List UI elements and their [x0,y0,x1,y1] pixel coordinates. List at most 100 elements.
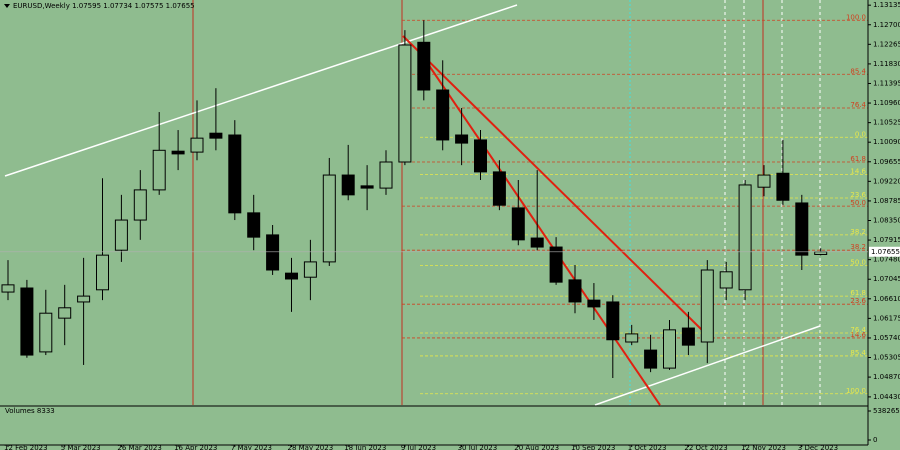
candle-body [663,329,676,369]
candle-body [492,171,506,206]
fib-label: 23.6 [850,191,866,199]
candle-body [795,202,809,256]
candle-body [247,212,261,238]
candle-body [1,284,15,293]
x-tick-label: 26 Mar 2023 [117,444,161,450]
fib-label: 76.4 [850,326,866,334]
y-tick-label: 1.12265 [873,40,900,48]
fib-label: 61.8 [850,155,866,163]
x-tick-label: 3 Dec 2023 [798,444,838,450]
ohlc-open: 1.07595 [72,2,101,10]
candle-body [681,327,695,346]
candle-body [474,139,487,173]
candle-body [549,246,563,283]
candle-body [190,137,204,153]
candle-body [814,251,828,255]
candles [1,20,828,378]
candle-body [341,174,355,196]
y-tick-label: 1.08785 [873,197,900,205]
channel-line [427,63,661,406]
fib-label: 0.0 [855,130,866,138]
candle-body [39,312,53,353]
fib-label: 100.0 [846,13,866,21]
candle-body [96,254,109,291]
y-tick-label: 1.11395 [873,79,900,87]
x-tick-label: 10 Sep 2023 [571,444,615,450]
volume-label: Volumes 8333 [5,407,55,415]
trend-line [4,4,518,177]
y-tick-label: 1.07480 [873,256,900,264]
y-tick-label: 1.10090 [873,138,900,146]
y-tick-label: 1.09655 [873,158,900,166]
ohlc-high: 1.07734 [103,2,132,10]
y-tick-label: 1.07045 [873,275,900,283]
x-tick-label: 1 Oct 2023 [628,444,667,450]
y-tick-label: 1.13135 [873,1,900,9]
y-tick-label: 1.11830 [873,60,900,68]
y-tick-label: 1.10960 [873,99,900,107]
candle-body [719,271,733,289]
fib-label: 100.0 [846,387,866,395]
fib-label: 76.4 [850,101,866,109]
x-tick-label: 30 Jul 2023 [458,444,498,450]
candle-body [776,172,790,201]
candle-body [322,174,336,263]
candle-body [587,299,601,308]
y-tick-label: 1.06175 [873,314,900,322]
candle-body [738,184,752,291]
x-tick-label: 22 Oct 2023 [684,444,727,450]
y-tick-label: 1.07915 [873,236,900,244]
current-price-label: 1.07655 [871,248,900,256]
candle-body [700,269,714,343]
candle-body [757,174,771,188]
y-tick-label: 1.05740 [873,334,900,342]
x-tick-label: 28 May 2023 [288,444,334,450]
x-tick-label: 16 Apr 2023 [174,444,217,450]
volume-tick-label: 0 [873,436,877,444]
candle-body [303,261,317,278]
fib-label: 50.0 [850,259,866,267]
x-tick-label: 18 Jun 2023 [344,444,386,450]
fib-label: 61.8 [850,289,866,297]
candle-body [285,272,298,280]
fib-label: 23.6 [850,297,866,305]
candle-body [266,234,280,271]
candle-body [114,219,128,251]
fib-label: 14.6 [850,331,866,339]
y-tick-label: 1.04430 [873,393,900,401]
chart-header: EURUSD,Weekly 1.07595 1.07734 1.07575 1.… [13,2,195,10]
candle-body [77,295,91,303]
volume-tick-label: 538265 [873,407,900,415]
candle-body [171,150,185,155]
x-tick-label: 20 Aug 2023 [514,444,559,450]
candle-body [379,161,393,189]
x-tick-label: 5 Mar 2023 [61,444,101,450]
x-tick-label: 7 May 2023 [231,444,272,450]
x-tick-label: 12 Feb 2023 [4,444,48,450]
x-tick-label: 9 Jul 2023 [401,444,436,450]
trend-line [594,325,821,406]
candle-body [360,185,374,189]
current-price-box [869,246,900,257]
y-tick-label: 1.06610 [873,295,900,303]
candle-body [644,349,658,369]
candle-body [133,189,147,221]
candle-body [209,132,223,139]
candle-body [606,301,620,341]
candle-body [58,307,72,319]
menu-icon [4,4,10,8]
candle-body [625,333,639,343]
candle-body [530,237,544,248]
y-tick-label: 1.12700 [873,21,900,29]
candle-body [398,44,412,163]
candle-body [417,41,431,91]
ohlc-low: 1.07575 [134,2,163,10]
ohlc-close: 1.07655 [166,2,195,10]
fib-label: 85.4 [850,67,866,75]
y-tick-label: 1.05305 [873,354,900,362]
channel-line [402,35,703,331]
fib-label: 50.0 [850,199,866,207]
